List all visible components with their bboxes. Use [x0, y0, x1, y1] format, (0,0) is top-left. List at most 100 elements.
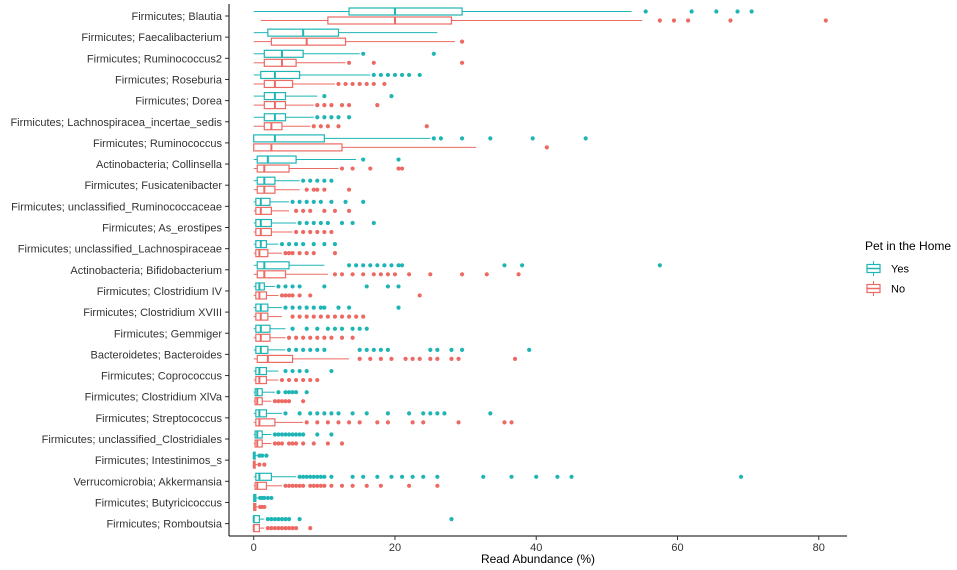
outlier-point [304, 199, 309, 204]
outlier-point [279, 526, 285, 531]
box-iqr [256, 270, 287, 279]
box-yes-18 [253, 388, 309, 397]
box-iqr [256, 261, 290, 270]
outlier-point [361, 157, 366, 162]
outlier-point [385, 72, 391, 78]
box-no-5 [253, 122, 429, 131]
y-tick-label: Firmicutes; Lachnospiracea_incertae_sedi… [10, 117, 222, 129]
box-yes-23 [253, 493, 274, 503]
outlier-point [431, 136, 436, 141]
box-no-23 [253, 502, 267, 512]
outlier-point [512, 356, 518, 361]
box-iqr [260, 70, 301, 80]
outlier-point [371, 81, 376, 87]
outlier-point [301, 483, 306, 488]
outlier-point [276, 526, 281, 531]
outlier-point [290, 441, 295, 446]
outlier-point [308, 335, 313, 340]
box-yes-11 [253, 240, 338, 249]
outlier-point [265, 526, 270, 531]
outlier-point [315, 178, 320, 183]
outlier-point [336, 124, 341, 129]
outlier-point [509, 474, 514, 479]
box-no-10 [253, 227, 334, 237]
outlier-point [417, 356, 422, 361]
outlier-point [322, 242, 327, 247]
legend-item-yes: Yes [865, 260, 909, 277]
outlier-point [297, 314, 302, 319]
outlier-point [301, 229, 306, 235]
outlier-point [301, 432, 306, 437]
outlier-point [689, 9, 694, 14]
box-no-1 [253, 37, 465, 46]
y-tick-label: Actinobacteria; Bifidobacterium [70, 265, 222, 277]
outlier-point [276, 390, 281, 395]
box-yes-7 [253, 155, 401, 164]
outlier-point [823, 18, 828, 23]
outlier-point [283, 284, 288, 289]
y-tick-label: Firmicutes; Intestinimos_s [95, 455, 223, 467]
outlier-point [301, 347, 306, 352]
outlier-point [361, 314, 366, 319]
outlier-point [657, 18, 662, 23]
outlier-point [389, 474, 394, 479]
outlier-point [435, 347, 440, 352]
outlier-point [325, 326, 330, 331]
outlier-point [371, 347, 376, 352]
outlier-point [286, 347, 292, 352]
box-iqr [254, 430, 263, 439]
y-tick-label: Firmicutes; As_erostipes [102, 223, 222, 235]
outlier-point [308, 474, 313, 479]
box-no-9 [253, 206, 352, 215]
outlier-point [431, 51, 436, 56]
box-iqr [263, 79, 294, 89]
box-iqr [255, 312, 269, 321]
y-tick-label: Firmicutes; unclassified_Ruminococcaceae [11, 201, 222, 213]
outlier-point [389, 356, 394, 361]
outlier-point [714, 9, 719, 14]
outlier-point [315, 411, 320, 416]
outlier-point [283, 251, 288, 256]
outlier-point [318, 199, 323, 204]
outlier-point [329, 229, 334, 235]
box-yes-14 [253, 303, 401, 312]
box-no-8 [253, 185, 352, 194]
outlier-point [301, 335, 306, 340]
outlier-point [290, 526, 295, 531]
outlier-point [308, 178, 313, 183]
box-no-11 [253, 249, 338, 258]
y-axis-labels: Firmicutes; Blautia Firmicutes; Faecaliba… [10, 11, 229, 531]
outlier-point [283, 368, 288, 374]
outlier-point [357, 81, 362, 87]
outlier-point [308, 526, 313, 531]
outlier-point [329, 199, 334, 204]
outlier-point [297, 368, 302, 374]
outlier-point [738, 474, 744, 479]
box-yes-24 [252, 514, 454, 524]
x-axis-title: Read Abundance (%) [481, 552, 595, 566]
outlier-point [484, 272, 489, 277]
outlier-point [371, 272, 376, 277]
outlier-point [378, 483, 383, 488]
outlier-point [290, 314, 295, 319]
outlier-point [290, 368, 295, 374]
outlier-point [643, 9, 648, 14]
outlier-point [354, 263, 359, 268]
outlier-point [435, 483, 440, 488]
outlier-point [456, 420, 461, 425]
outlier-point [428, 347, 433, 352]
outlier-point [685, 18, 691, 23]
outlier-point [350, 335, 355, 340]
outlier-point [322, 178, 327, 183]
outlier-point [264, 453, 269, 458]
outlier-point [322, 411, 327, 416]
box-yes-1 [253, 28, 438, 37]
outlier-point [322, 115, 327, 120]
outlier-point [269, 517, 274, 522]
outlier-point [375, 420, 380, 425]
outlier-point [417, 72, 422, 78]
outlier-point [297, 284, 302, 289]
outlier-point [346, 305, 352, 310]
outlier-point [279, 432, 285, 437]
outlier-point [290, 284, 295, 289]
